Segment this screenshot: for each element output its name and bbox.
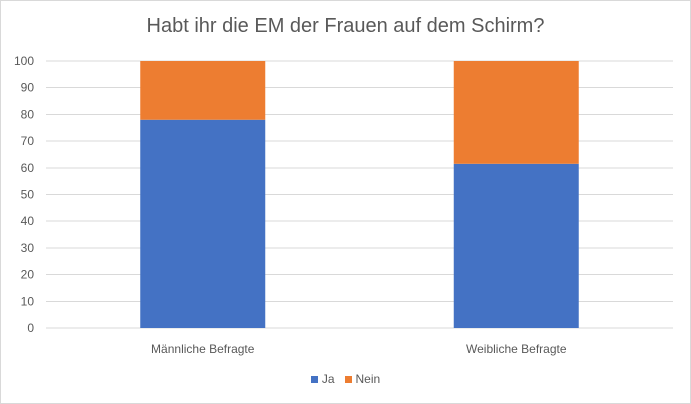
y-tick-label: 30 (21, 241, 35, 255)
bars (140, 61, 579, 329)
chart-title: Habt ihr die EM der Frauen auf dem Schir… (146, 15, 545, 37)
legend-swatch-nein (344, 375, 352, 383)
bar-ja-1 (140, 119, 266, 329)
bar-nein-2 (453, 61, 579, 164)
y-tick-label: 40 (21, 214, 35, 228)
y-tick-label: 80 (21, 107, 35, 121)
legend-label-nein: Nein (355, 372, 381, 386)
legend-item-ja: Ja (310, 372, 335, 386)
y-tick-label: 50 (21, 188, 35, 202)
bar-nein-1 (140, 61, 266, 120)
y-axis-tick-labels: 0 10 20 30 40 50 60 70 80 90 100 (14, 54, 34, 335)
y-tick-label: 0 (27, 321, 34, 335)
x-tick-label: Männliche Befragte (151, 342, 255, 356)
plot-area: 0 10 20 30 40 50 60 70 80 90 100 Männliche Befragt… (14, 54, 673, 356)
x-axis-tick-labels: Männliche Befragte Weibliche Befragte (151, 342, 567, 356)
gridlines (46, 60, 673, 329)
legend-item-nein: Nein (344, 372, 381, 386)
y-tick-label: 60 (21, 161, 35, 175)
bar-ja-2 (453, 163, 579, 328)
legend-swatch-ja (310, 375, 318, 383)
y-tick-label: 70 (21, 134, 35, 148)
y-tick-label: 10 (21, 294, 35, 308)
y-tick-label: 20 (21, 268, 35, 282)
y-tick-label: 90 (21, 81, 35, 95)
y-tick-label: 100 (14, 54, 34, 68)
x-tick-label: Weibliche Befragte (466, 342, 567, 356)
legend: Ja Nein (1, 372, 690, 386)
legend-label-ja: Ja (321, 372, 335, 386)
